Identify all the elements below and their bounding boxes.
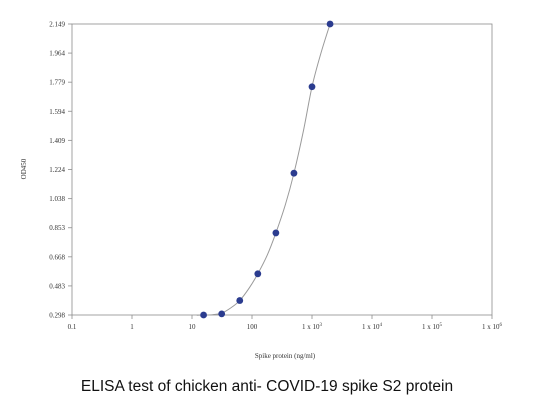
x-tick-label-base: 1 x 10: [422, 323, 440, 331]
fit-curve: [196, 23, 331, 316]
x-tick-label-base: 1 x 10: [482, 323, 500, 331]
x-tick-label-base: 1 x 10: [302, 323, 320, 331]
y-tick-label: 1.038: [49, 195, 65, 203]
x-tick-label-exponent: 6: [500, 323, 503, 328]
fit-curve-layer: [196, 23, 331, 316]
figure-caption: ELISA test of chicken anti- COVID-19 spi…: [80, 378, 454, 395]
y-tick-label: 1.964: [49, 50, 65, 58]
data-points-layer: [200, 20, 334, 319]
y-tick-label: 1.594: [49, 108, 65, 116]
x-axis-ticks: 0.1 1 10 100 1 x 103 1 x 104 1 x 105 1 x 106: [68, 315, 503, 331]
y-tick-label: 0.483: [49, 282, 65, 290]
plot-frame: [71, 23, 493, 316]
x-tick-label: 10: [189, 323, 197, 331]
x-tick-label: 1 x 106: [482, 323, 503, 331]
y-tick-label: 1.409: [49, 137, 65, 145]
x-tick-label: 1: [130, 323, 134, 331]
data-point: [326, 20, 334, 28]
y-axis-title: OD450: [20, 158, 28, 179]
data-point: [308, 83, 316, 91]
x-tick-label: 1 x 103: [302, 323, 323, 331]
y-tick-label: 0.298: [49, 312, 65, 320]
data-point: [290, 169, 298, 177]
y-tick-label: 0.853: [49, 224, 65, 232]
x-axis-title: Spike protein (ng/ml): [255, 352, 316, 360]
data-point: [236, 297, 244, 304]
x-tick-label-exponent: 5: [440, 323, 443, 328]
x-tick-label-base: 1 x 10: [362, 323, 380, 331]
x-tick-label: 0.1: [68, 323, 77, 331]
data-point: [254, 270, 262, 278]
x-tick-label: 100: [247, 323, 258, 331]
y-tick-label: 1.779: [49, 79, 65, 87]
x-tick-label: 1 x 104: [362, 323, 383, 331]
y-tick-label: 0.668: [49, 253, 65, 261]
y-axis-ticks: 0.298 0.483 0.668 0.853 1.038 1.224 1.409 1.594…: [49, 21, 72, 320]
y-tick-label: 1.224: [49, 166, 65, 174]
data-point: [218, 310, 226, 318]
y-tick-label: 2.149: [49, 21, 65, 29]
x-tick-label-exponent: 3: [320, 323, 323, 328]
x-tick-label-exponent: 4: [380, 323, 383, 328]
data-point: [272, 229, 280, 237]
x-tick-label: 1 x 105: [422, 323, 443, 331]
data-point: [200, 311, 207, 319]
